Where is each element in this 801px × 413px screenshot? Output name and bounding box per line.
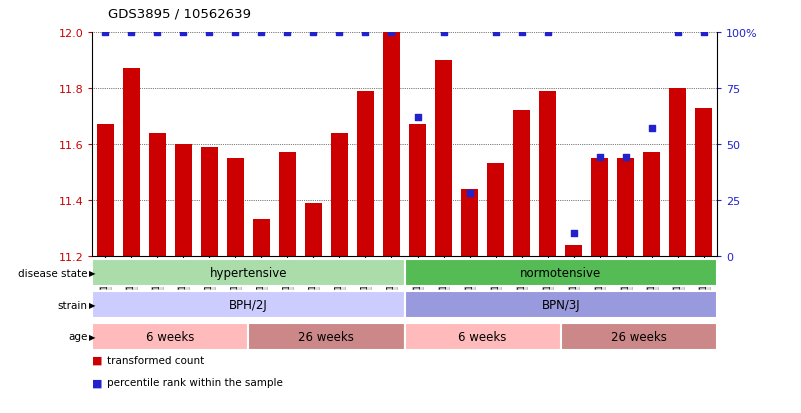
Bar	[175, 145, 191, 256]
Bar	[383, 33, 400, 256]
Text: ▶: ▶	[89, 300, 95, 309]
Text: GDS3895 / 10562639: GDS3895 / 10562639	[108, 8, 252, 21]
Bar	[253, 220, 270, 256]
Text: ▶: ▶	[89, 332, 95, 341]
Bar	[513, 111, 530, 256]
Point	[515, 30, 528, 36]
Text: ▶: ▶	[89, 268, 95, 278]
Point	[646, 126, 658, 132]
Point	[567, 230, 580, 237]
Point	[671, 30, 684, 36]
Bar	[487, 164, 504, 256]
Point	[385, 30, 398, 36]
Bar	[97, 125, 114, 256]
Text: ■: ■	[92, 355, 103, 365]
Text: disease state: disease state	[18, 268, 87, 278]
Text: ■: ■	[92, 377, 103, 387]
Point	[281, 30, 294, 36]
Point	[619, 154, 632, 161]
Bar	[435, 61, 452, 256]
Bar	[227, 159, 244, 256]
Text: BPH/2J: BPH/2J	[229, 298, 268, 311]
Text: age: age	[68, 332, 87, 342]
Bar	[409, 125, 426, 256]
Point	[359, 30, 372, 36]
Point	[463, 190, 476, 197]
Bar	[279, 153, 296, 256]
Bar	[643, 153, 660, 256]
Point	[125, 30, 138, 36]
Bar	[695, 108, 712, 256]
Point	[255, 30, 268, 36]
Point	[99, 30, 111, 36]
Point	[333, 30, 346, 36]
Bar	[201, 147, 218, 256]
Bar	[566, 245, 582, 256]
Bar	[357, 92, 374, 256]
Point	[594, 154, 606, 161]
Bar	[591, 159, 608, 256]
Text: BPN/3J: BPN/3J	[541, 298, 580, 311]
Text: 6 weeks: 6 weeks	[458, 330, 507, 343]
Bar	[461, 189, 478, 256]
Bar	[123, 69, 139, 256]
Text: hypertensive: hypertensive	[210, 266, 287, 280]
Text: strain: strain	[58, 300, 87, 310]
Text: percentile rank within the sample: percentile rank within the sample	[107, 377, 283, 387]
Point	[698, 30, 710, 36]
Text: 26 weeks: 26 weeks	[611, 330, 666, 343]
Point	[177, 30, 190, 36]
Text: 26 weeks: 26 weeks	[299, 330, 354, 343]
Point	[541, 30, 554, 36]
Text: 6 weeks: 6 weeks	[146, 330, 195, 343]
Text: normotensive: normotensive	[520, 266, 602, 280]
Point	[203, 30, 215, 36]
Bar	[670, 89, 686, 256]
Point	[437, 30, 450, 36]
Bar	[618, 159, 634, 256]
Text: transformed count: transformed count	[107, 355, 203, 365]
Bar	[149, 133, 166, 256]
Bar	[539, 92, 556, 256]
Point	[411, 114, 424, 121]
Point	[307, 30, 320, 36]
Bar	[331, 133, 348, 256]
Point	[229, 30, 242, 36]
Point	[489, 30, 502, 36]
Bar	[305, 203, 322, 256]
Point	[151, 30, 163, 36]
